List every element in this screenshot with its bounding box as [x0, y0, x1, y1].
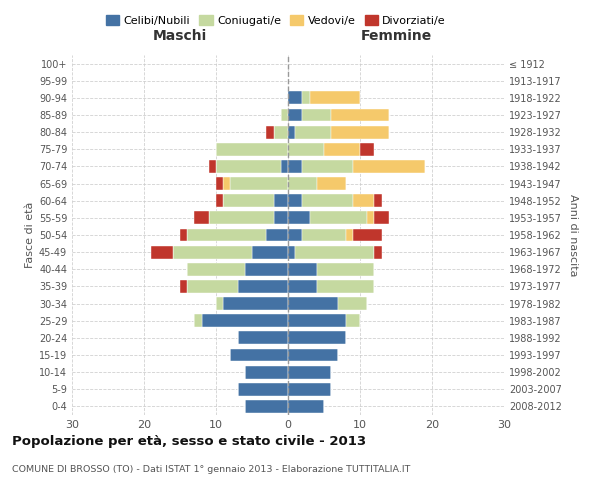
Bar	[288, 348, 338, 362]
Bar	[353, 228, 382, 241]
Text: Femmine: Femmine	[361, 29, 431, 43]
Text: Maschi: Maschi	[153, 29, 207, 43]
Bar	[288, 177, 317, 190]
Bar	[302, 92, 310, 104]
Text: Popolazione per età, sesso e stato civile - 2013: Popolazione per età, sesso e stato civil…	[12, 435, 366, 448]
Bar	[245, 366, 288, 378]
Bar	[288, 297, 338, 310]
Bar	[302, 228, 346, 241]
Bar	[353, 194, 374, 207]
Y-axis label: Anni di nascita: Anni di nascita	[568, 194, 578, 276]
Bar	[288, 126, 295, 138]
Bar	[288, 383, 331, 396]
Bar	[331, 126, 389, 138]
Bar	[173, 246, 252, 258]
Bar	[274, 194, 288, 207]
Bar	[310, 212, 367, 224]
Bar	[216, 143, 288, 156]
Bar	[187, 263, 245, 276]
Bar	[216, 297, 223, 310]
Bar	[288, 108, 302, 122]
Bar	[374, 194, 382, 207]
Bar	[288, 366, 331, 378]
Bar	[331, 108, 389, 122]
Bar	[338, 297, 367, 310]
Bar	[223, 297, 288, 310]
Bar	[288, 194, 302, 207]
Bar	[274, 126, 288, 138]
Bar	[310, 92, 360, 104]
Bar	[346, 228, 353, 241]
Bar	[374, 212, 389, 224]
Bar	[288, 332, 346, 344]
Bar	[238, 383, 288, 396]
Bar	[288, 280, 317, 293]
Bar	[245, 400, 288, 413]
Bar	[353, 160, 425, 173]
Bar	[324, 143, 360, 156]
Bar	[288, 160, 302, 173]
Bar	[209, 160, 216, 173]
Bar	[252, 246, 288, 258]
Bar	[194, 314, 202, 327]
Bar	[374, 246, 382, 258]
Bar	[288, 263, 317, 276]
Bar	[230, 348, 288, 362]
Bar	[288, 92, 302, 104]
Bar	[216, 194, 223, 207]
Y-axis label: Fasce di età: Fasce di età	[25, 202, 35, 268]
Bar	[274, 212, 288, 224]
Bar	[223, 177, 230, 190]
Bar	[281, 160, 288, 173]
Bar	[317, 280, 374, 293]
Bar	[216, 177, 223, 190]
Text: COMUNE DI BROSSO (TO) - Dati ISTAT 1° gennaio 2013 - Elaborazione TUTTITALIA.IT: COMUNE DI BROSSO (TO) - Dati ISTAT 1° ge…	[12, 465, 410, 474]
Bar	[194, 212, 209, 224]
Bar	[317, 263, 374, 276]
Bar	[281, 108, 288, 122]
Bar	[295, 126, 331, 138]
Bar	[360, 143, 374, 156]
Bar	[187, 228, 266, 241]
Bar	[317, 177, 346, 190]
Bar	[367, 212, 374, 224]
Bar	[302, 194, 353, 207]
Bar	[288, 143, 324, 156]
Bar	[266, 126, 274, 138]
Bar	[223, 194, 274, 207]
Bar	[288, 400, 324, 413]
Bar	[295, 246, 374, 258]
Legend: Celibi/Nubili, Coniugati/e, Vedovi/e, Divorziati/e: Celibi/Nubili, Coniugati/e, Vedovi/e, Di…	[101, 10, 451, 30]
Bar	[346, 314, 360, 327]
Bar	[238, 332, 288, 344]
Bar	[288, 314, 346, 327]
Bar	[230, 177, 288, 190]
Bar	[187, 280, 238, 293]
Bar	[266, 228, 288, 241]
Bar	[151, 246, 173, 258]
Bar	[180, 228, 187, 241]
Bar	[238, 280, 288, 293]
Bar	[288, 212, 310, 224]
Bar	[216, 160, 281, 173]
Bar	[209, 212, 274, 224]
Bar	[180, 280, 187, 293]
Bar	[245, 263, 288, 276]
Bar	[302, 108, 331, 122]
Bar	[302, 160, 353, 173]
Bar	[288, 246, 295, 258]
Bar	[288, 228, 302, 241]
Bar	[202, 314, 288, 327]
